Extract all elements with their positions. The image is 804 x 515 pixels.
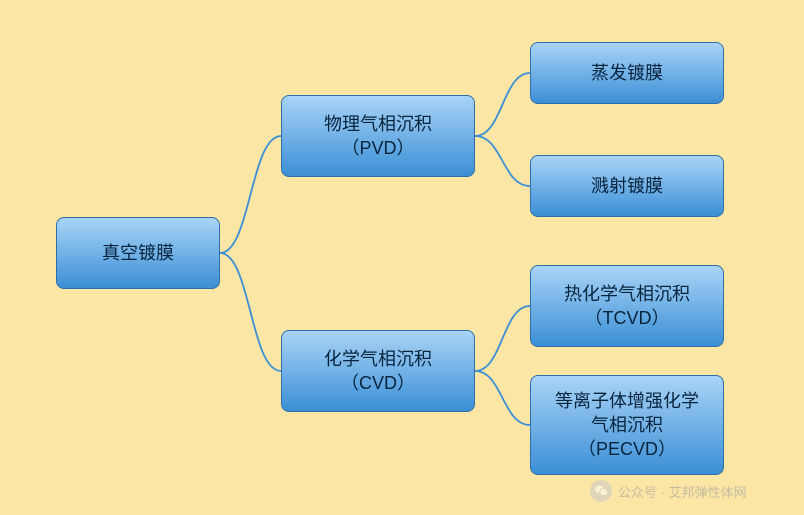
node-cvd: 化学气相沉积 （CVD） [281,330,475,412]
node-pvd: 物理气相沉积 （PVD） [281,95,475,177]
node-sput: 溅射镀膜 [530,155,724,217]
node-root: 真空镀膜 [56,217,220,289]
wechat-icon [590,480,612,502]
node-evap: 蒸发镀膜 [530,42,724,104]
watermark: 公众号 · 艾邦弹性体网 [590,480,747,502]
node-pecvd: 等离子体增强化学 气相沉积 （PECVD） [530,375,724,475]
watermark-text: 公众号 · 艾邦弹性体网 [618,482,747,501]
node-tcvd: 热化学气相沉积 （TCVD） [530,265,724,347]
